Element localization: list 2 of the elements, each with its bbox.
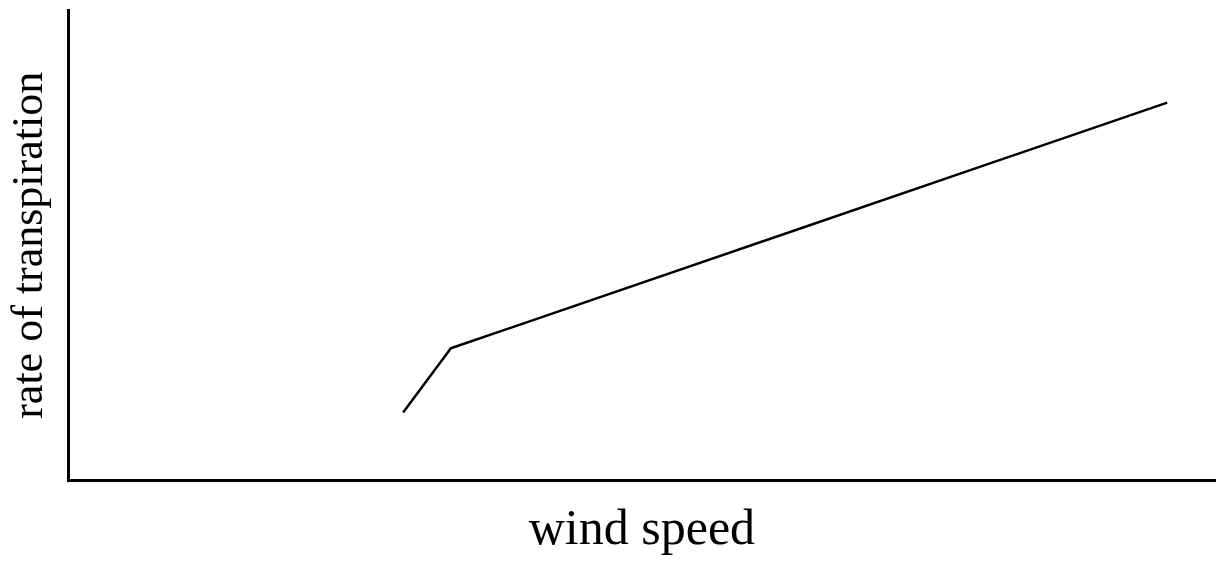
x-axis-title: wind speed	[528, 499, 756, 556]
y-axis-title: rate of transpiration	[2, 71, 52, 419]
